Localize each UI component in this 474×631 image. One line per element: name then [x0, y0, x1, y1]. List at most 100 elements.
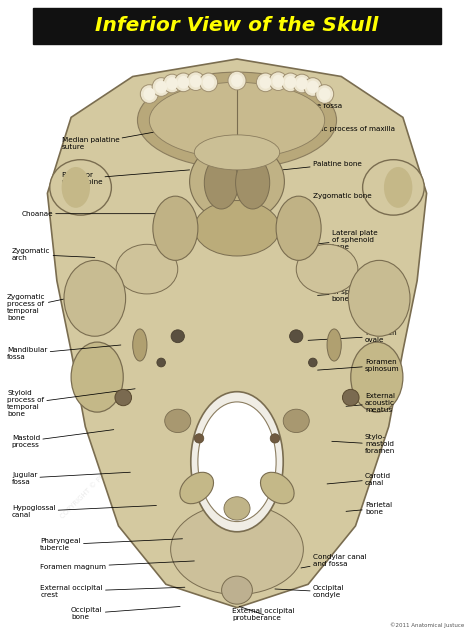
Ellipse shape — [363, 160, 424, 215]
Polygon shape — [47, 59, 427, 608]
Ellipse shape — [284, 76, 297, 89]
Ellipse shape — [198, 402, 276, 522]
Ellipse shape — [309, 358, 317, 367]
Ellipse shape — [348, 261, 410, 336]
Ellipse shape — [177, 76, 190, 89]
Text: External occipital
protuberance: External occipital protuberance — [232, 606, 295, 621]
Ellipse shape — [140, 85, 158, 103]
Text: Jugular
fossa: Jugular fossa — [12, 471, 130, 485]
Ellipse shape — [269, 72, 287, 90]
Text: Zygomatic process of maxilla: Zygomatic process of maxilla — [289, 126, 395, 138]
Ellipse shape — [384, 167, 412, 208]
Text: Median palatine
suture: Median palatine suture — [62, 126, 187, 150]
Text: Greater wing
of sphenoid
bone: Greater wing of sphenoid bone — [318, 283, 379, 302]
Ellipse shape — [149, 82, 325, 158]
Ellipse shape — [204, 156, 238, 209]
Text: Condylar canal
and fossa: Condylar canal and fossa — [301, 555, 366, 568]
Ellipse shape — [236, 156, 270, 209]
Ellipse shape — [153, 196, 198, 261]
Text: Stylo-
mastoid
foramen: Stylo- mastoid foramen — [332, 434, 395, 454]
Text: Parietal
bone: Parietal bone — [346, 502, 392, 515]
Ellipse shape — [200, 73, 218, 91]
Ellipse shape — [307, 81, 319, 93]
Ellipse shape — [327, 329, 341, 361]
Text: Foramen magnum: Foramen magnum — [40, 561, 194, 570]
Ellipse shape — [319, 88, 331, 100]
Text: COPYRIGHT © PROTECTED: COPYRIGHT © PROTECTED — [226, 187, 296, 257]
Ellipse shape — [351, 342, 403, 412]
Text: Mastoid
process: Mastoid process — [12, 430, 114, 448]
Ellipse shape — [174, 73, 192, 91]
Text: ASCLEPIUS: ASCLEPIUS — [245, 557, 276, 588]
Text: Incisive fossa: Incisive fossa — [239, 103, 342, 109]
Ellipse shape — [272, 74, 284, 88]
Ellipse shape — [187, 72, 205, 90]
Ellipse shape — [270, 433, 280, 443]
Ellipse shape — [276, 196, 321, 261]
Text: Foramen
ovale: Foramen ovale — [308, 330, 397, 343]
Ellipse shape — [194, 135, 280, 170]
Text: ©2011 Anatomical Justuce: ©2011 Anatomical Justuce — [390, 622, 465, 628]
Ellipse shape — [137, 72, 337, 168]
Ellipse shape — [342, 389, 359, 406]
Text: Zygomatic
arch: Zygomatic arch — [12, 248, 95, 261]
Ellipse shape — [190, 141, 284, 223]
Ellipse shape — [171, 504, 303, 594]
Text: Inferior View of the Skull: Inferior View of the Skull — [95, 16, 379, 35]
Text: External
acoustic
meatus: External acoustic meatus — [346, 393, 395, 413]
Ellipse shape — [157, 358, 165, 367]
Ellipse shape — [283, 409, 310, 433]
Ellipse shape — [221, 576, 252, 604]
Ellipse shape — [180, 472, 213, 504]
Ellipse shape — [163, 74, 181, 93]
Ellipse shape — [152, 78, 170, 97]
Text: Foramen
spinosum: Foramen spinosum — [318, 359, 400, 372]
Ellipse shape — [194, 201, 280, 256]
Ellipse shape — [296, 77, 308, 90]
Ellipse shape — [228, 71, 246, 90]
Ellipse shape — [116, 244, 178, 294]
Text: ASCLEPIUS: ASCLEPIUS — [79, 295, 110, 326]
Text: COPYRIGHT © PROTECTED: COPYRIGHT © PROTECTED — [60, 450, 130, 520]
Ellipse shape — [259, 76, 271, 89]
Ellipse shape — [155, 81, 167, 93]
Ellipse shape — [304, 78, 322, 97]
Ellipse shape — [282, 73, 300, 91]
Ellipse shape — [256, 73, 274, 91]
Text: ANATOMICAL JUSTICE: ANATOMICAL JUSTICE — [66, 107, 123, 163]
Ellipse shape — [64, 261, 126, 336]
Text: Styloid
process of
temporal
bone: Styloid process of temporal bone — [7, 389, 135, 417]
Ellipse shape — [261, 472, 294, 504]
Text: Zygomatic bone: Zygomatic bone — [303, 193, 372, 202]
Ellipse shape — [202, 76, 214, 89]
Ellipse shape — [296, 244, 358, 294]
Ellipse shape — [316, 85, 334, 103]
Ellipse shape — [290, 330, 303, 343]
Text: Mandibular
fossa: Mandibular fossa — [7, 345, 121, 360]
Ellipse shape — [166, 77, 178, 90]
Text: Occipital
bone: Occipital bone — [71, 606, 180, 620]
Ellipse shape — [115, 389, 131, 406]
Ellipse shape — [171, 330, 184, 343]
Ellipse shape — [191, 392, 283, 532]
Text: Pharyngeal
tubercle: Pharyngeal tubercle — [40, 538, 182, 551]
Ellipse shape — [133, 329, 147, 361]
Ellipse shape — [190, 74, 202, 88]
Ellipse shape — [165, 409, 191, 433]
Ellipse shape — [224, 497, 250, 520]
Ellipse shape — [50, 160, 111, 215]
Text: External occipital
crest: External occipital crest — [40, 585, 185, 598]
Text: Palatine bone: Palatine bone — [282, 161, 362, 170]
Text: Occipital
condyle: Occipital condyle — [275, 586, 344, 598]
Text: Posterior
nasal spine: Posterior nasal spine — [62, 170, 190, 185]
Text: Zygomatic
process of
temporal
bone: Zygomatic process of temporal bone — [7, 293, 95, 321]
Ellipse shape — [143, 88, 155, 100]
Text: Hypoglossal
canal: Hypoglossal canal — [12, 505, 156, 518]
Text: Carotid
canal: Carotid canal — [327, 473, 391, 486]
Ellipse shape — [71, 342, 123, 412]
Text: Choanae: Choanae — [21, 211, 171, 216]
Ellipse shape — [194, 433, 204, 443]
Text: ANATOMICAL JUSTICE: ANATOMICAL JUSTICE — [232, 369, 289, 426]
Ellipse shape — [62, 167, 90, 208]
Text: Lateral plate
of sphenoid
bone: Lateral plate of sphenoid bone — [299, 230, 378, 250]
